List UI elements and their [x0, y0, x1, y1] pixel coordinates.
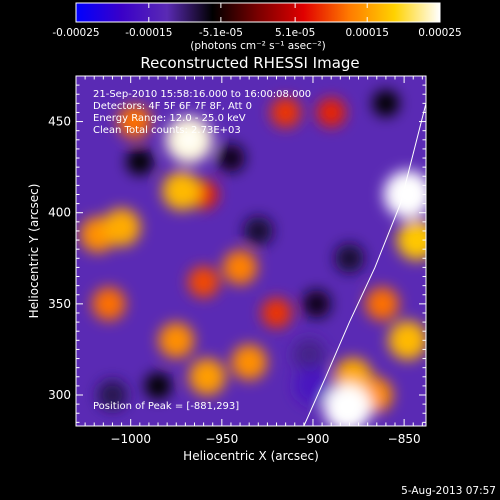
- colorbar-unit-label: (photons cm⁻² s⁻¹ asec⁻²): [190, 40, 325, 52]
- heatmap-source: [334, 243, 364, 273]
- heatmap-source: [102, 208, 141, 247]
- y-tick-label: 300: [48, 388, 71, 402]
- colorbar-tick-label: 0.00015: [345, 27, 388, 39]
- y-axis: 300 350 400 450: [48, 75, 426, 423]
- x-tick-label: −1000: [110, 432, 151, 446]
- x-tick-label: −850: [388, 432, 421, 446]
- heatmap-source: [92, 287, 126, 321]
- colorbar: -0.00025 -0.00015 -5.1e-05 5.1e-05 0.00015 0.…: [52, 2, 462, 52]
- chart-title: Reconstructed RHESSI Image: [140, 54, 359, 72]
- heatmap-peak-core: [336, 396, 359, 419]
- x-axis: −1000 −950 −900 −850: [84, 76, 423, 446]
- heatmap-source: [144, 372, 172, 400]
- heatmap-source: [293, 338, 326, 372]
- annotation-detectors: Detectors: 4F 5F 6F 7F 8F, Att 0: [93, 101, 252, 112]
- heatmap-source: [316, 97, 346, 127]
- heatmap-peak-core: [396, 183, 419, 206]
- y-tick-label: 400: [48, 206, 71, 220]
- heatmap-source: [243, 216, 273, 246]
- heatmap-source: [270, 97, 301, 128]
- y-tick-label: 450: [48, 115, 71, 129]
- annotation-peak: Position of Peak = [-881,293]: [93, 401, 239, 412]
- heatmap-peak-core: [178, 129, 200, 151]
- y-axis-label: Heliocentric Y (arcsec): [27, 184, 41, 319]
- heatmap-source: [126, 148, 154, 176]
- x-axis-label: Heliocentric X (arcsec): [183, 449, 319, 463]
- colorbar-tick-label: -5.1e-05: [199, 27, 243, 39]
- footer-date: 5-Aug-2013 07:57: [401, 485, 496, 497]
- heatmap-source: [365, 287, 399, 321]
- plot-area: −1000 −950 −900 −850 300 350 400 450: [48, 75, 427, 446]
- heatmap-source: [162, 171, 202, 211]
- annotation-time: 21-Sep-2010 15:58:16.000 to 16:00:08.000: [93, 89, 311, 100]
- heatmap-source: [388, 320, 426, 360]
- heatmap-source: [231, 344, 268, 381]
- heatmap-source: [222, 250, 258, 285]
- heatmap-source: [372, 89, 400, 117]
- heatmap-source: [302, 289, 331, 318]
- heatmap-source: [396, 219, 426, 261]
- colorbar-ticks: -0.00025 -0.00015 -5.1e-05 5.1e-05 0.00015 0.…: [52, 3, 462, 39]
- x-tick-label: −950: [205, 432, 238, 446]
- heatmap-source: [188, 358, 226, 396]
- annotation-energy: Energy Range: 12.0 - 25.0 keV: [93, 113, 246, 124]
- y-tick-label: 350: [48, 297, 71, 311]
- heatmap-source: [97, 379, 128, 411]
- colorbar-tick-label: 0.00025: [418, 27, 461, 39]
- colorbar-tick-label: 5.1e-05: [275, 27, 315, 39]
- x-tick-label: −900: [296, 432, 329, 446]
- heatmap-source: [117, 104, 152, 139]
- heatmap-source: [294, 366, 332, 405]
- annotation-clean: Clean Total counts: 2.73E+03: [93, 125, 241, 136]
- heatmap-sources: [80, 89, 426, 426]
- heatmap-source: [158, 322, 195, 359]
- colorbar-gradient: [75, 2, 441, 23]
- solar-limb-curve: [303, 103, 426, 426]
- heatmap-source: [261, 297, 292, 329]
- heatmap-source: [188, 266, 220, 298]
- colorbar-tick-label: -0.00015: [125, 27, 172, 39]
- colorbar-tick-label: -0.00025: [52, 27, 99, 39]
- heatmap-source: [217, 144, 245, 172]
- plot-frame: [75, 75, 427, 427]
